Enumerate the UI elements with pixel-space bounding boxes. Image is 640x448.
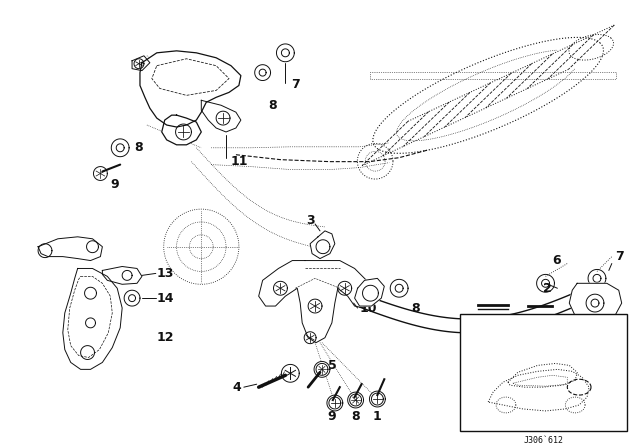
Polygon shape [111,139,129,157]
Polygon shape [102,267,142,284]
Polygon shape [134,59,144,69]
Text: J306`612: J306`612 [524,435,564,444]
Text: 14: 14 [157,292,174,305]
Polygon shape [259,261,374,343]
Text: 11: 11 [231,155,248,168]
Polygon shape [304,332,316,344]
Polygon shape [348,392,364,408]
Text: 5: 5 [328,359,337,372]
Text: 9: 9 [328,410,336,423]
Polygon shape [162,115,202,145]
Polygon shape [132,56,150,71]
Polygon shape [86,318,95,328]
Polygon shape [327,395,343,411]
Polygon shape [362,285,378,301]
Text: 2: 2 [543,282,551,295]
Polygon shape [355,278,384,306]
Text: 10: 10 [360,302,377,314]
Polygon shape [314,362,330,377]
Polygon shape [255,65,271,81]
Text: 7: 7 [615,250,623,263]
Polygon shape [369,391,385,407]
Text: 7: 7 [291,78,300,91]
Polygon shape [316,363,328,375]
Polygon shape [81,345,95,359]
Text: 9: 9 [110,178,119,191]
Polygon shape [216,111,230,125]
Text: 1: 1 [373,410,381,423]
Text: 6: 6 [552,254,561,267]
Polygon shape [371,393,383,405]
Polygon shape [122,271,132,280]
Text: 3: 3 [306,215,314,228]
Polygon shape [63,268,122,369]
Polygon shape [202,100,241,132]
Text: 8: 8 [351,410,360,423]
Polygon shape [308,299,322,313]
Polygon shape [84,287,97,299]
Polygon shape [536,275,554,292]
Polygon shape [175,124,191,140]
Polygon shape [329,397,340,409]
Polygon shape [588,269,606,287]
Polygon shape [140,51,241,127]
Text: 13: 13 [157,267,174,280]
Polygon shape [86,241,99,253]
Polygon shape [569,283,621,323]
Text: 8: 8 [134,141,143,154]
Polygon shape [38,237,102,261]
Polygon shape [273,281,287,295]
Polygon shape [338,281,351,295]
Polygon shape [93,167,108,181]
Polygon shape [124,290,140,306]
Bar [460,314,627,431]
Polygon shape [586,294,604,312]
Polygon shape [390,280,408,297]
Text: 12: 12 [157,331,174,344]
Polygon shape [282,364,300,382]
Polygon shape [349,394,362,406]
Polygon shape [276,44,294,62]
Text: 8: 8 [411,302,420,314]
Polygon shape [316,240,330,254]
Polygon shape [38,244,52,258]
Polygon shape [310,231,335,258]
Text: 8: 8 [269,99,277,112]
Text: 4: 4 [232,381,241,394]
